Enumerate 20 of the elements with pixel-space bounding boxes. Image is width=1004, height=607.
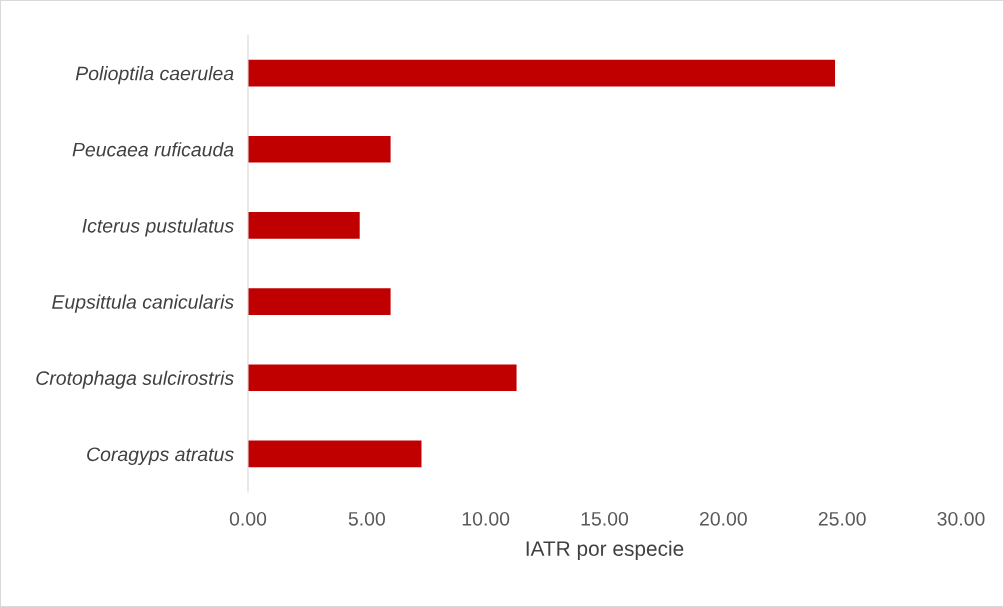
- x-tick-label: 0.00: [229, 511, 267, 526]
- bar: [248, 440, 422, 468]
- x-tick-label: 25.00: [818, 511, 866, 526]
- y-tick-label: Peucaea ruficauda: [72, 142, 234, 157]
- x-tick-label: 20.00: [699, 511, 747, 526]
- bar: [248, 59, 836, 87]
- x-tick-label: 5.00: [348, 511, 385, 526]
- x-axis-title: IATR por especie: [526, 540, 684, 561]
- y-tick-label: Eupsittula canicularis: [52, 294, 234, 313]
- bar: [248, 212, 360, 239]
- bar: [248, 288, 391, 315]
- y-tick-label: Coragyps atratus: [87, 447, 234, 465]
- y-tick-label: Icterus pustulatus: [82, 218, 234, 237]
- x-tick-label: 15.00: [581, 511, 629, 526]
- x-tick-label: 10.00: [462, 511, 510, 526]
- y-tick-label: Crotophaga sulcirostris: [36, 370, 234, 389]
- x-tick-label: 30.00: [937, 511, 985, 526]
- y-tick-label: Polioptila caerulea: [75, 66, 234, 85]
- bar: [248, 135, 391, 163]
- bar: [248, 364, 517, 392]
